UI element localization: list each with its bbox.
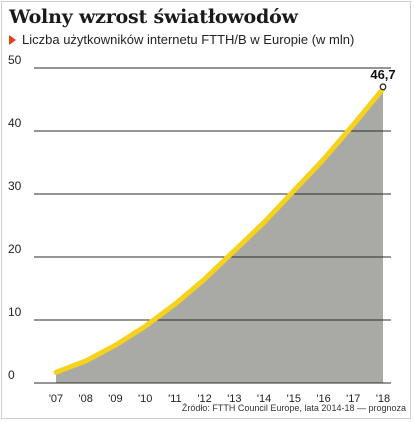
x-tick-label: '07 xyxy=(49,393,63,405)
chart-subtitle: Liczba użytkowników internetu FTTH/B w E… xyxy=(9,32,354,47)
x-tick-label: '08 xyxy=(79,393,93,405)
x-tick-label: '14 xyxy=(257,393,271,405)
x-tick-label: '09 xyxy=(108,393,122,405)
x-tick-label: '10 xyxy=(138,393,152,405)
y-tick-label: 20 xyxy=(8,242,22,256)
y-tick-label: 40 xyxy=(8,116,22,130)
y-tick-label: 0 xyxy=(8,368,15,382)
y-tick-label: 50 xyxy=(8,53,22,67)
x-tick-label: '18 xyxy=(376,393,390,405)
subtitle-text: Liczba użytkowników internetu FTTH/B w E… xyxy=(22,32,355,47)
endpoint-marker xyxy=(379,83,387,91)
data-label: 46,7 xyxy=(370,67,395,82)
y-tick-label: 10 xyxy=(8,305,22,319)
triangle-bullet-icon xyxy=(9,35,16,45)
x-tick-label: '17 xyxy=(346,393,360,405)
area-fill xyxy=(56,88,383,384)
x-tick-label: '13 xyxy=(227,393,241,405)
chart-title: Wolny wzrost światłowodów xyxy=(9,6,298,28)
series-line xyxy=(53,86,386,375)
x-tick-label: '11 xyxy=(168,393,182,405)
source-note: Źródło: FTTH Council Europe, lata 2014-1… xyxy=(181,403,406,413)
x-tick-label: '16 xyxy=(316,393,330,405)
x-tick-label: '12 xyxy=(197,393,211,405)
x-tick-label: '15 xyxy=(287,393,301,405)
y-tick-label: 30 xyxy=(8,179,22,193)
